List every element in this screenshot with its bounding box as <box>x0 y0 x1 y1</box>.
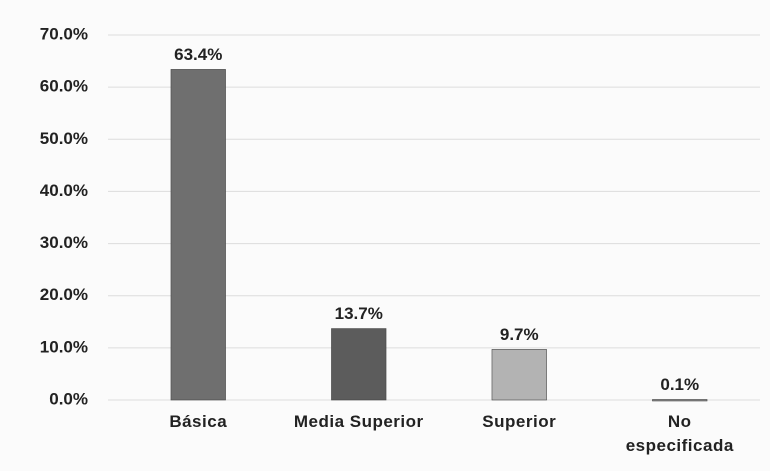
y-tick-label: 70.0% <box>40 24 88 43</box>
bar <box>652 399 708 402</box>
x-tick-label: Superior <box>482 412 557 431</box>
bar <box>491 349 547 401</box>
y-tick-label: 30.0% <box>40 233 88 252</box>
x-tick-label: No especificada <box>625 412 734 455</box>
value-label: 0.1% <box>660 375 699 394</box>
y-tick-label: 50.0% <box>40 129 88 148</box>
y-tick-label: 10.0% <box>40 337 88 356</box>
bar <box>170 69 226 401</box>
y-tick-label: 60.0% <box>40 77 88 96</box>
y-tick-label: 20.0% <box>40 285 88 304</box>
y-tick-label: 0.0% <box>49 389 88 408</box>
x-tick-label: Básica <box>169 412 228 431</box>
value-label: 63.4% <box>174 45 222 64</box>
bar <box>331 328 387 401</box>
y-tick-label: 40.0% <box>40 181 88 200</box>
value-label: 9.7% <box>500 325 539 344</box>
x-tick-label: Media Superior <box>293 412 424 431</box>
value-label: 13.7% <box>335 304 383 323</box>
